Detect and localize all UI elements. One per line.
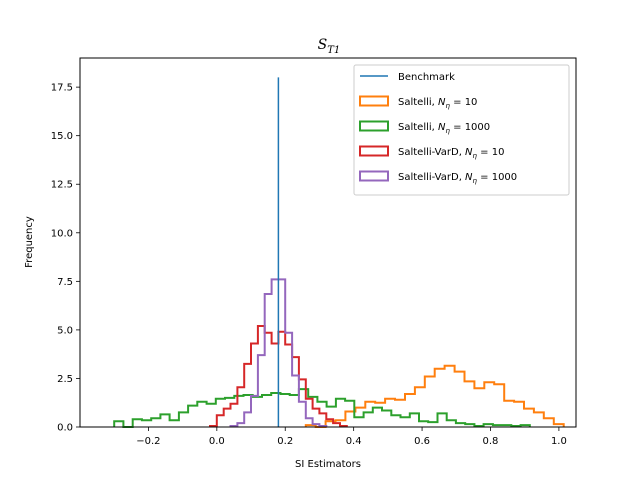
legend-label: Benchmark: [398, 72, 455, 83]
y-tick-label: 10.0: [51, 228, 73, 239]
y-axis-label: Frequency: [24, 216, 35, 268]
legend-swatch: [359, 145, 389, 157]
y-tick-label: 2.5: [57, 374, 73, 385]
legend-label: Saltelli-VarD, Nη = 1000: [398, 172, 517, 185]
x-tick-label: 0.4: [346, 436, 362, 447]
legend-box: [353, 64, 570, 196]
x-tick-label: 0.0: [209, 436, 225, 447]
histogram-series-1: [304, 364, 565, 428]
chart-title: ST1: [318, 37, 341, 56]
legend-label: Saltelli-VarD, Nη = 10: [398, 147, 504, 160]
x-axis: −0.2 0.0 0.2 0.4 0.6 0.8 1.0: [136, 427, 567, 447]
y-tick-label: 7.5: [57, 277, 73, 288]
x-tick-label: −0.2: [136, 436, 160, 447]
y-tick-label: 15.0: [51, 131, 73, 142]
legend-swatch: [359, 95, 389, 107]
y-tick-label: 5.0: [57, 325, 73, 336]
x-tick-label: 0.2: [277, 436, 293, 447]
y-tick-label: 12.5: [51, 180, 73, 191]
y-tick-label: 17.5: [51, 83, 73, 94]
x-tick-label: 1.0: [551, 436, 567, 447]
legend-label: Saltelli, Nη = 10: [398, 97, 477, 110]
legend-items: Benchmark Saltelli, Nη = 10 Saltelli, Nη =…: [359, 72, 517, 185]
x-tick-label: 0.6: [414, 436, 430, 447]
legend-label: Saltelli, Nη = 1000: [398, 122, 490, 135]
x-tick-label: 0.8: [483, 436, 499, 447]
y-tick-label: 0.0: [57, 423, 73, 434]
legend-swatch: [359, 170, 389, 182]
y-axis: 0.0 2.5 5.0 7.5 10.0 12.5 15.0 17.5: [51, 83, 80, 434]
legend: Benchmark Saltelli, Nη = 10 Saltelli, Nη =…: [353, 64, 570, 196]
x-axis-label: SI Estimators: [295, 459, 361, 470]
plot-frame: [79, 57, 577, 428]
histogram-series-2: [113, 388, 531, 428]
legend-swatch: [359, 120, 389, 132]
